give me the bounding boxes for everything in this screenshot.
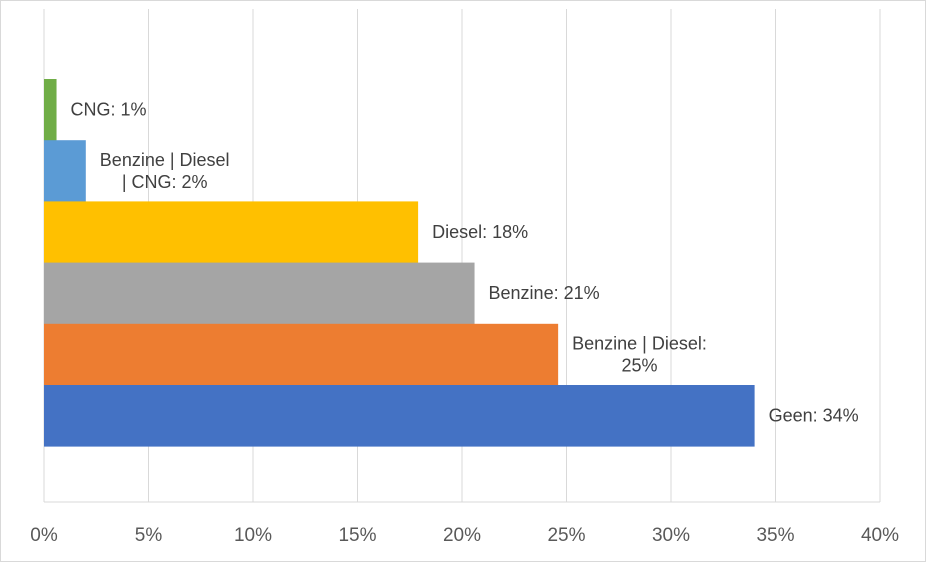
- data-label: Diesel: 18%: [432, 222, 528, 242]
- bar: [44, 262, 475, 325]
- x-axis-tick-labels: 0% 5% 10% 15% 20% 25% 30% 35% 40%: [30, 525, 899, 546]
- data-labels: CNG: 1% Benzine | Diesel | CNG: 2% Diesel: …: [71, 100, 859, 426]
- bar: [44, 201, 419, 263]
- bar: [44, 385, 755, 447]
- x-tick-label: 30%: [652, 525, 690, 546]
- data-label: Geen: 34%: [769, 406, 859, 426]
- bars: [44, 79, 755, 447]
- x-tick-label: 35%: [756, 525, 794, 546]
- x-tick-label: 15%: [338, 525, 376, 546]
- x-tick-label: 25%: [547, 525, 585, 546]
- bar: [44, 79, 57, 141]
- gridlines: [43, 9, 881, 502]
- x-tick-label: 0%: [30, 525, 58, 546]
- data-label: Benzine: 21%: [489, 283, 600, 303]
- data-label: Benzine | Diesel | CNG: 2%: [100, 150, 230, 192]
- x-tick-label: 5%: [135, 525, 163, 546]
- x-tick-label: 20%: [443, 525, 481, 546]
- data-label: Benzine | Diesel: 25%: [572, 333, 707, 375]
- bar: [44, 140, 86, 202]
- bar: [44, 323, 559, 386]
- x-tick-label: 40%: [861, 525, 899, 546]
- x-tick-label: 10%: [234, 525, 272, 546]
- data-label: CNG: 1%: [71, 100, 147, 120]
